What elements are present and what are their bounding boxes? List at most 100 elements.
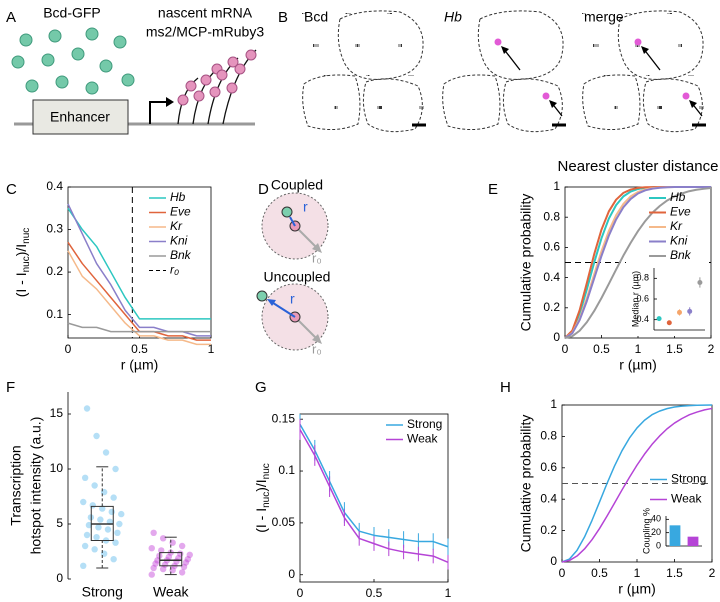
y-tick-label: 10 <box>50 461 64 475</box>
speckle <box>336 106 337 109</box>
y-axis-label-part: )/I <box>253 479 269 491</box>
point <box>150 564 157 572</box>
channel-label: merge <box>584 9 624 25</box>
arrow-head <box>166 97 174 107</box>
speckle <box>648 75 649 76</box>
legend-label: Kr <box>170 219 183 233</box>
speckle <box>670 13 672 14</box>
speckle <box>379 106 382 109</box>
arrow-head <box>689 100 697 108</box>
speckle <box>337 106 338 109</box>
x-axis-label: r (µm) <box>619 357 657 373</box>
radius-label: r₀ <box>312 250 322 265</box>
point <box>80 498 87 506</box>
point <box>118 510 125 518</box>
speckle <box>422 106 424 109</box>
y-tick-label: 0.8 <box>540 429 557 443</box>
point <box>83 405 91 412</box>
point <box>666 320 672 326</box>
point <box>81 542 89 550</box>
speckle <box>647 75 648 76</box>
micrograph-background <box>440 4 570 132</box>
y-axis-label: (I - Inuc)/Inuc <box>13 228 32 298</box>
nucleus-outline <box>617 10 704 80</box>
speckle <box>399 44 400 47</box>
arrow-head <box>312 334 322 344</box>
transcription-spot <box>682 92 690 100</box>
y-tick-label: 0.4 <box>543 270 560 284</box>
speckle <box>680 44 681 47</box>
point <box>81 474 89 481</box>
point <box>154 557 161 564</box>
point <box>186 551 193 558</box>
chart: F 0 5 10 15 Transcription hotspot intensity (a… <box>6 379 193 600</box>
cluster <box>281 206 293 218</box>
y-tick-label: 0.1 <box>46 307 63 321</box>
transcription-spot <box>634 38 642 46</box>
mrna-dots <box>177 49 257 106</box>
channel-label: Hb <box>444 9 462 25</box>
series-line <box>299 423 449 548</box>
y-axis-label: Median r (µm) <box>630 271 640 327</box>
point <box>178 542 186 550</box>
point <box>110 556 117 563</box>
point <box>114 529 121 536</box>
distance-arrow <box>269 300 296 318</box>
legend-label: Strong <box>407 417 442 431</box>
point <box>112 539 119 546</box>
speckle <box>368 75 369 76</box>
panel-letter: C <box>6 181 17 198</box>
x-tick-label: 2 <box>708 342 715 356</box>
chart-title: Nearest cluster distance <box>558 158 719 175</box>
point <box>148 545 155 552</box>
panel-letter: F <box>6 379 15 396</box>
y-tick-label: 0 <box>550 554 557 568</box>
speckle <box>303 13 304 14</box>
chart: H 0 0.2 0.4 0.6 0.8 1 0 0.5 1 1.5 2 r (µm) Cumulative… <box>500 379 716 597</box>
speckle <box>596 44 599 47</box>
panel-b: B Bcd Hb merge <box>278 4 710 133</box>
cluster <box>256 290 268 302</box>
y-axis-label: (I - Inuc)/Inuc <box>253 463 272 533</box>
x-tick-label: 2 <box>709 566 716 580</box>
speckle <box>681 44 682 47</box>
x-tick-label: 0.5 <box>591 566 608 580</box>
point <box>182 559 190 566</box>
protein-label: Bcd-GFP <box>43 5 101 21</box>
speckle <box>678 44 679 47</box>
promoter-arrow <box>149 101 166 124</box>
micrograph-background <box>580 4 710 132</box>
point <box>95 524 102 531</box>
y-axis-label-part: nuc <box>261 492 272 508</box>
x-tick-label: 1.5 <box>666 342 683 356</box>
panel-a: A Bcd-GFP nascent mRNA ms2/MCP-mRuby3 En… <box>6 5 264 135</box>
x-tick-label: 1 <box>635 342 642 356</box>
transcription-spot <box>542 92 550 100</box>
y-tick-label: 0.2 <box>543 300 560 314</box>
y-tick-label: 0.1 <box>278 463 295 477</box>
point <box>89 502 96 509</box>
point <box>159 535 167 542</box>
nucleus-outline <box>502 78 563 133</box>
channel-label: Bcd <box>304 9 328 25</box>
speckle <box>411 75 414 76</box>
y-axis-label-part: nuc <box>21 256 32 272</box>
protein-dots <box>11 27 135 95</box>
y-tick-label: 0.15 <box>272 411 296 425</box>
y-axis-label-part: nuc <box>261 463 272 479</box>
y-tick-label: 5 <box>56 516 63 530</box>
x-axis-label: r (µm) <box>121 357 159 373</box>
y-tick-label: 40 <box>651 514 661 524</box>
panel-letter: G <box>255 379 267 396</box>
point <box>152 560 159 567</box>
bar <box>687 536 699 546</box>
point <box>184 556 192 563</box>
micrograph: Hb <box>440 4 570 133</box>
panel-letter: A <box>6 9 16 26</box>
point <box>150 529 157 536</box>
chart: E Nearest cluster distance 0 0.2 0.4 0.6 0.8 1 0… <box>488 158 718 373</box>
legend-label: Hb <box>670 190 686 204</box>
speckle <box>659 106 662 109</box>
y-tick-label: 0.2 <box>46 264 63 278</box>
y-tick-label: 1 <box>550 397 557 411</box>
